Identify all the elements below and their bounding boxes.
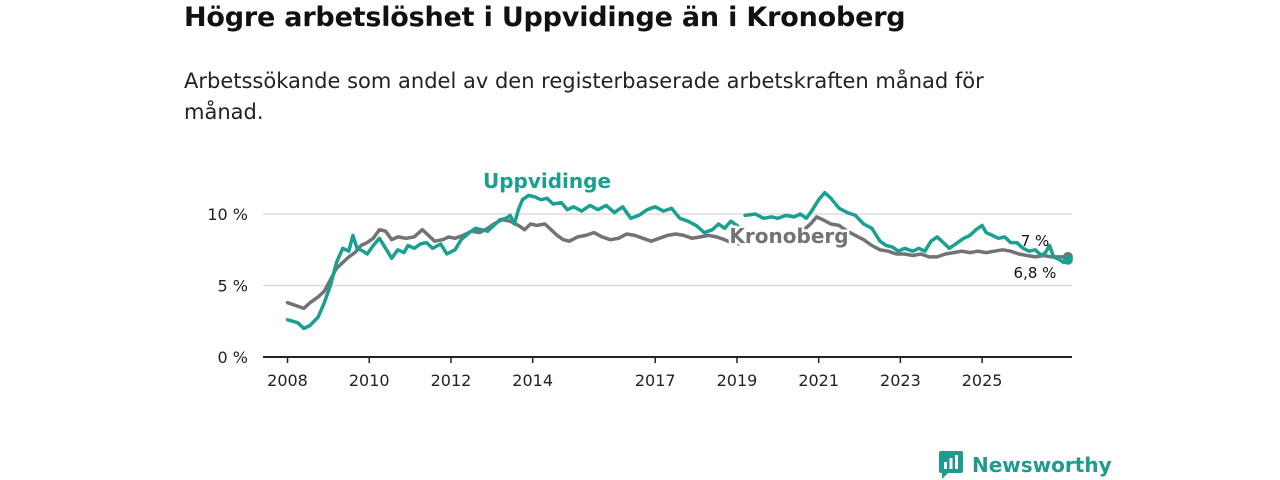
series-line-kronoberg: [794, 215, 1070, 259]
y-tick-label: 0 %: [218, 348, 248, 367]
x-tick-label: 2019: [717, 371, 758, 390]
x-tick-label: 2021: [798, 371, 839, 390]
grid-layer: [263, 213, 1072, 287]
x-tick-label: 2008: [267, 371, 308, 390]
y-tick-label: 10 %: [207, 205, 248, 224]
end-point-uppvidinge: [1062, 254, 1073, 265]
series-line-uppvidinge: [285, 193, 741, 331]
y-tick-label: 5 %: [218, 277, 248, 296]
axis-layer: 0 % 5 % 10 % 2008 2010 2012 2014 2017 2019 2021 20…: [207, 205, 1072, 390]
x-tick-label: 2025: [962, 371, 1003, 390]
end-value-label-kronoberg: 7 %: [1021, 232, 1050, 250]
series-line-kronoberg: [285, 217, 741, 311]
page-subtitle: Arbetssökande som andel av den registerb…: [184, 69, 984, 124]
x-tick-label: 2012: [431, 371, 472, 390]
brand-name: Newsworthy: [972, 453, 1112, 477]
x-tick-label: 2010: [349, 371, 390, 390]
series-label-uppvidinge: Uppvidinge: [483, 169, 611, 193]
series-line-uppvidinge: [743, 190, 1070, 265]
newsworthy-logo-icon: [939, 451, 963, 479]
series-label-kronoberg: Kronoberg: [729, 224, 848, 248]
label-layer: Uppvidinge Kronoberg 7 % 6,8 %: [483, 169, 1056, 282]
brand-footer: Newsworthy: [938, 450, 1112, 480]
end-value-label-uppvidinge: 6,8 %: [1014, 264, 1057, 282]
series-layer: [285, 190, 1073, 331]
x-tick-label: 2023: [880, 371, 921, 390]
page-title: Högre arbetslöshet i Uppvidinge än i Kro…: [184, 2, 906, 33]
x-tick-label: 2017: [635, 371, 676, 390]
x-tick-label: 2014: [512, 371, 553, 390]
